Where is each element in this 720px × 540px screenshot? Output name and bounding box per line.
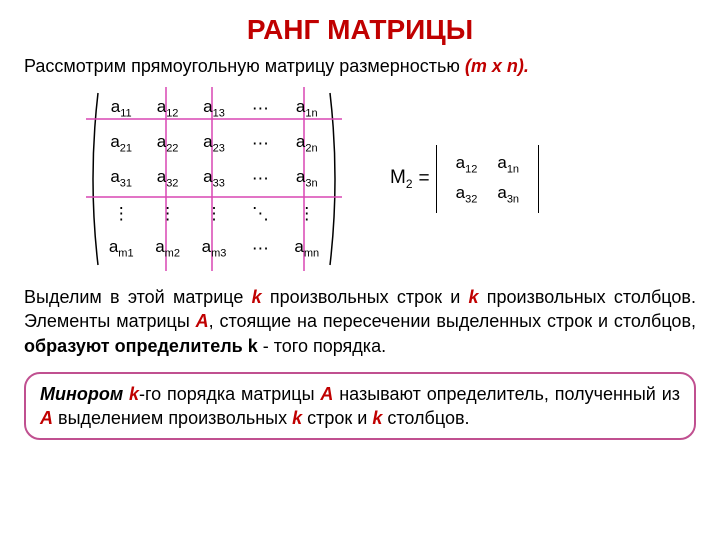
definition-box: Минором k-го порядка матрицы А называют … bbox=[24, 372, 696, 441]
p1-A: А bbox=[196, 311, 209, 331]
minor-cells: a12a1na32a3n bbox=[446, 149, 529, 210]
p1-t2: произвольных строк и bbox=[262, 287, 469, 307]
matrix-cell: ⋯ bbox=[237, 91, 283, 126]
equals-sign: = bbox=[419, 168, 430, 190]
matrix-cell: a12 bbox=[144, 91, 190, 126]
minor-equation: M2 = a12a1na32a3n bbox=[390, 145, 539, 214]
minor-cell: a3n bbox=[487, 179, 529, 209]
p1-bold: образуют определитель k bbox=[24, 336, 258, 356]
matrix-cell: a11 bbox=[98, 91, 144, 126]
matrix-cell: a31 bbox=[98, 161, 144, 196]
matrix-cell: amn bbox=[284, 231, 330, 266]
def-k1: k bbox=[129, 384, 139, 404]
matrix-cell: a13 bbox=[191, 91, 237, 126]
minor-cell: a1n bbox=[487, 149, 529, 179]
def-d3: выделением произвольных bbox=[53, 408, 292, 428]
intro-prefix: Рассмотрим прямоугольную матрицу размерн… bbox=[24, 56, 465, 76]
def-term: Минором bbox=[40, 384, 129, 404]
matrix-cell: ⋮ bbox=[191, 196, 237, 231]
matrix-cell: ⋯ bbox=[237, 231, 283, 266]
matrix-cell: am1 bbox=[98, 231, 144, 266]
def-d4: строк и bbox=[302, 408, 372, 428]
page-title: РАНГ МАТРИЦЫ bbox=[24, 14, 696, 46]
def-A2: А bbox=[40, 408, 53, 428]
def-d2: называют определитель, полученный из bbox=[333, 384, 680, 404]
matrix-cell: a23 bbox=[191, 126, 237, 161]
p1-k2: k bbox=[469, 287, 479, 307]
intro-dimension: (m x n). bbox=[465, 56, 529, 76]
matrix-cell: ⋮ bbox=[284, 196, 330, 231]
matrix-cell: am3 bbox=[191, 231, 237, 266]
minor-determinant: a12a1na32a3n bbox=[436, 145, 539, 214]
p1-t1: Выделим в этой матрице bbox=[24, 287, 252, 307]
def-k3: k bbox=[372, 408, 382, 428]
matrix-cell: a21 bbox=[98, 126, 144, 161]
matrix-cell: a32 bbox=[144, 161, 190, 196]
minor-label: M2 bbox=[390, 167, 413, 191]
figure-row: a11a12a13⋯a1na21a22a23⋯a2na31a32a33⋯a3n⋮… bbox=[24, 87, 696, 271]
matrix-cell: a3n bbox=[284, 161, 330, 196]
def-d5: столбцов. bbox=[382, 408, 469, 428]
p1-k1: k bbox=[252, 287, 262, 307]
matrix-cells: a11a12a13⋯a1na21a22a23⋯a2na31a32a33⋯a3n⋮… bbox=[98, 91, 330, 266]
matrix-cell: am2 bbox=[144, 231, 190, 266]
matrix-cell: ⋯ bbox=[237, 161, 283, 196]
def-A1: А bbox=[320, 384, 333, 404]
p1-t5: - того порядка. bbox=[258, 336, 386, 356]
minor-label-base: M bbox=[390, 167, 406, 188]
minor-label-sub: 2 bbox=[406, 177, 413, 191]
minor-cell: a12 bbox=[446, 149, 488, 179]
matrix-cell: ⋱ bbox=[237, 196, 283, 231]
p1-t4: , стоящие на пересечении выделенных стро… bbox=[209, 311, 696, 331]
def-k2: k bbox=[292, 408, 302, 428]
matrix-cell: a1n bbox=[284, 91, 330, 126]
matrix-cell: ⋮ bbox=[98, 196, 144, 231]
matrix-cell: ⋮ bbox=[144, 196, 190, 231]
minor-cell: a32 bbox=[446, 179, 488, 209]
intro-text: Рассмотрим прямоугольную матрицу размерн… bbox=[24, 56, 696, 77]
matrix-cell: a2n bbox=[284, 126, 330, 161]
matrix-cell: ⋯ bbox=[237, 126, 283, 161]
def-d1: -го порядка матрицы bbox=[139, 384, 320, 404]
matrix-figure: a11a12a13⋯a1na21a22a23⋯a2na31a32a33⋯a3n⋮… bbox=[86, 87, 342, 271]
matrix-cell: a22 bbox=[144, 126, 190, 161]
matrix-cell: a33 bbox=[191, 161, 237, 196]
paragraph-1: Выделим в этой матрице k произвольных ст… bbox=[24, 285, 696, 358]
